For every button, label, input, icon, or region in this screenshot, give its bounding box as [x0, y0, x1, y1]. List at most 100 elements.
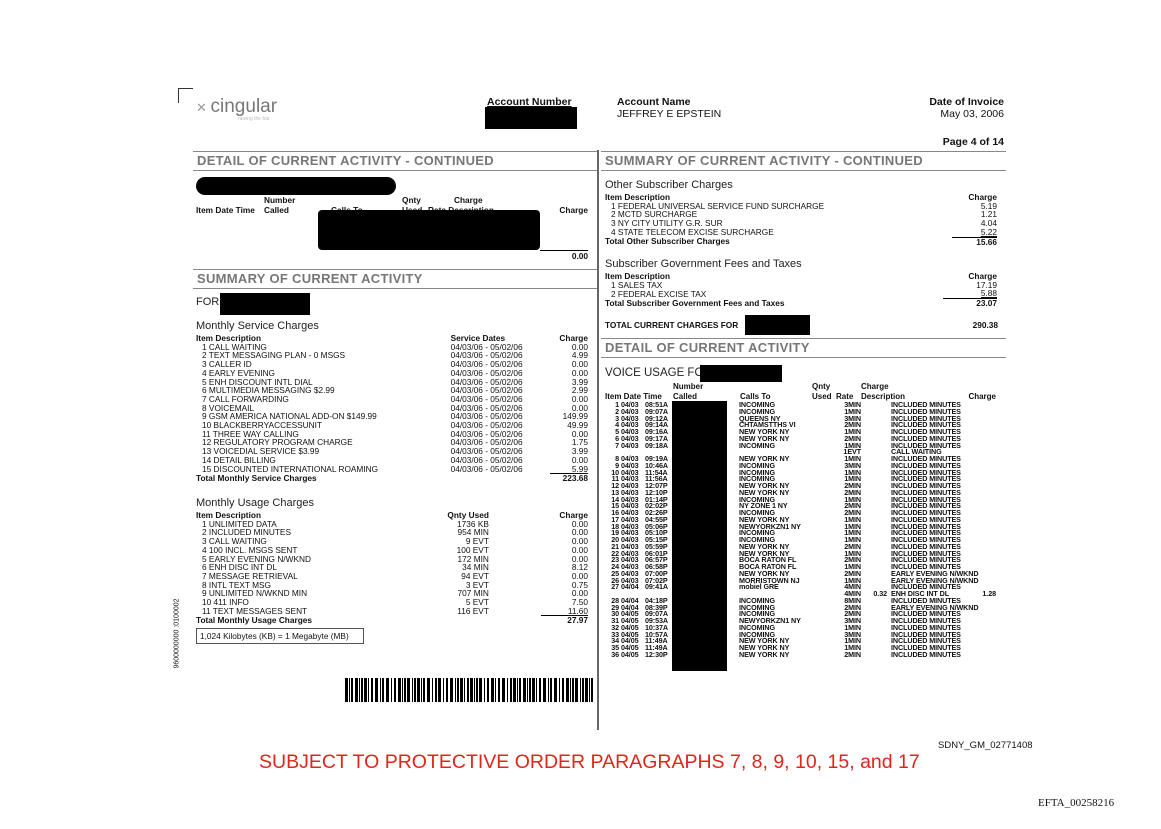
cell: 33 — [611, 629, 619, 639]
barcode-bar — [407, 678, 410, 702]
cell: 04/03 — [621, 454, 639, 463]
table-row: 4 100 INCL. MSGS SENT 100 EVT 0.00 — [196, 546, 588, 555]
cell: 2 TEXT MESSAGING PLAN - 0 MSGS — [202, 350, 346, 361]
cell: 3 — [615, 413, 619, 423]
col-header: Item Description — [196, 510, 262, 520]
cell — [861, 598, 887, 605]
call-row: 8 04/03 09:19A NEW YORK NY 1MIN INCLUDED MINU… — [605, 454, 996, 463]
cell: 1MIN — [844, 535, 861, 544]
table-row: 8 VOICEMAIL 04/03/06 - 05/02/06 0.00 — [196, 402, 588, 413]
barcode-bar — [491, 678, 494, 702]
table-row: 3 CALLER ID 04/03/06 - 05/02/06 0.00 — [196, 360, 588, 369]
cell: 06:01P — [645, 548, 668, 558]
call-row: 15 04/03 02:02P NY ZONE 1 NY 2MIN INCLUDED MI… — [605, 501, 996, 511]
cell: INCLUDED MINUTES — [891, 440, 961, 450]
cell: 3 CALL WAITING — [202, 536, 267, 547]
cell — [967, 422, 996, 429]
cell: INCOMING — [739, 595, 775, 605]
cell: 1MIN — [844, 575, 861, 585]
cell — [861, 517, 887, 524]
barcode-bar — [523, 678, 526, 702]
total-label: Total Other Subscriber Charges — [605, 236, 730, 247]
cell: 22 — [611, 548, 619, 558]
cell: 09:16A — [645, 427, 668, 436]
cell: NEW YORK NY — [739, 514, 790, 524]
call-row: 35 04/05 11:49A NEW YORK NY 1MIN INCLUDED MIN… — [605, 643, 996, 652]
cell: 1MIN — [844, 643, 861, 652]
cell: 17 — [611, 514, 619, 524]
cell: 04/03 — [621, 521, 639, 531]
call-row: 22 04/03 06:01P NEW YORK NY 1MIN INCLUDED MIN… — [605, 548, 996, 558]
cell: 10:57A — [645, 629, 668, 639]
cell — [673, 483, 739, 490]
cell — [967, 625, 996, 632]
call-row: 11 04/03 11:56A INCOMING 1MIN INCLUDED MINUTE… — [605, 474, 996, 484]
cell: 0.00 — [571, 588, 588, 599]
cell: 49.99 — [567, 420, 588, 431]
barcode-bar — [423, 678, 425, 702]
cell: INCLUDED MINUTES — [891, 400, 961, 409]
cell: INCOMING — [739, 474, 775, 484]
cell: 04/03/06 - 05/02/06 — [450, 402, 523, 413]
cell: 2 INCLUDED MINUTES — [202, 527, 291, 538]
cell: 1MIN — [844, 427, 861, 436]
cell — [673, 497, 739, 504]
cell: 1 UNLIMITED DATA — [202, 518, 277, 529]
cell: INCLUDED MINUTES — [891, 636, 961, 646]
table-row: 10 BLACKBERRYACCESSUNIT 04/03/06 - 05/02/… — [196, 421, 588, 430]
cell: 7 CALL FORWARDING — [202, 393, 289, 404]
barcode-bar — [502, 678, 505, 702]
cell: 04/05 — [621, 616, 639, 625]
table-row: 10 411 INFO 5 EVT 7.50 — [196, 598, 588, 607]
call-row: 17 04/03 04:55P NEW YORK NY 1MIN INCLUDED MIN… — [605, 514, 996, 524]
cell — [673, 591, 739, 598]
barcode-bar — [550, 678, 552, 702]
cell: 21 — [611, 541, 619, 551]
barcode-bar — [349, 678, 350, 702]
cell: NY ZONE 1 NY — [739, 501, 788, 511]
cell: 10 411 INFO — [202, 597, 249, 608]
cell: 0.75 — [571, 579, 588, 590]
call-row: 4MIN 0.32 ENH DISC INT DL 1.28 — [605, 589, 996, 598]
call-row: 27 04/04 09:41A mobiel GRE 4MIN INCLUDED MINU… — [605, 582, 996, 592]
cell: 8 INTL TEXT MSG — [202, 579, 272, 590]
cell — [861, 463, 887, 470]
barcode-bar — [467, 678, 469, 702]
barcode-bar — [404, 678, 406, 702]
table-row: 3 NY CITY UTILITY G.R. SUR 4.04 — [605, 219, 997, 228]
barcode-bar — [432, 678, 433, 702]
cell: 11 — [611, 474, 620, 484]
cell — [673, 422, 739, 429]
cell: NEW YORK NY — [739, 433, 790, 443]
cell — [673, 416, 739, 423]
table-row: 4 EARLY EVENING 04/03/06 - 05/02/06 0.00 — [196, 369, 588, 378]
table-row: 5 EARLY EVENING N/WKND 172 MIN 0.00 — [196, 554, 588, 564]
redacted-numbers-called — [672, 401, 727, 671]
cell: 04/03 — [621, 535, 639, 544]
cell: 04/03/06 - 05/02/06 — [450, 446, 523, 457]
cell: 04/03 — [621, 494, 639, 504]
cell — [673, 510, 739, 517]
cell — [861, 422, 887, 429]
cell: 3 CALLER ID — [202, 359, 252, 370]
cell: INCLUDED MINUTES — [891, 494, 961, 504]
table-row: 4 STATE TELECOM EXCISE SURCHARGE 5.22 — [605, 227, 997, 237]
cell: EARLY EVENING N/WKND — [891, 568, 979, 578]
col-charge-top: Charge — [861, 382, 889, 391]
cell: 4MIN — [844, 582, 861, 592]
cell: INCLUDED MINUTES — [891, 582, 961, 592]
cell: 04/04 — [621, 602, 639, 612]
col-used: Used — [812, 392, 832, 401]
cell: 3MIN — [844, 400, 861, 409]
barcode-bar — [443, 678, 444, 702]
barcode-bar — [417, 678, 420, 702]
cell: 1MIN — [844, 636, 861, 646]
barcode-bar — [391, 678, 392, 702]
call-row: 33 04/05 10:57A INCOMING 3MIN INCLUDED MINUTE… — [605, 629, 996, 639]
cell — [967, 443, 996, 450]
cell — [967, 470, 996, 477]
cell: 04/03 — [621, 501, 639, 511]
cell — [861, 510, 887, 517]
cell: INCLUDED MINUTES — [891, 609, 961, 619]
cell: 4MIN — [844, 589, 861, 598]
